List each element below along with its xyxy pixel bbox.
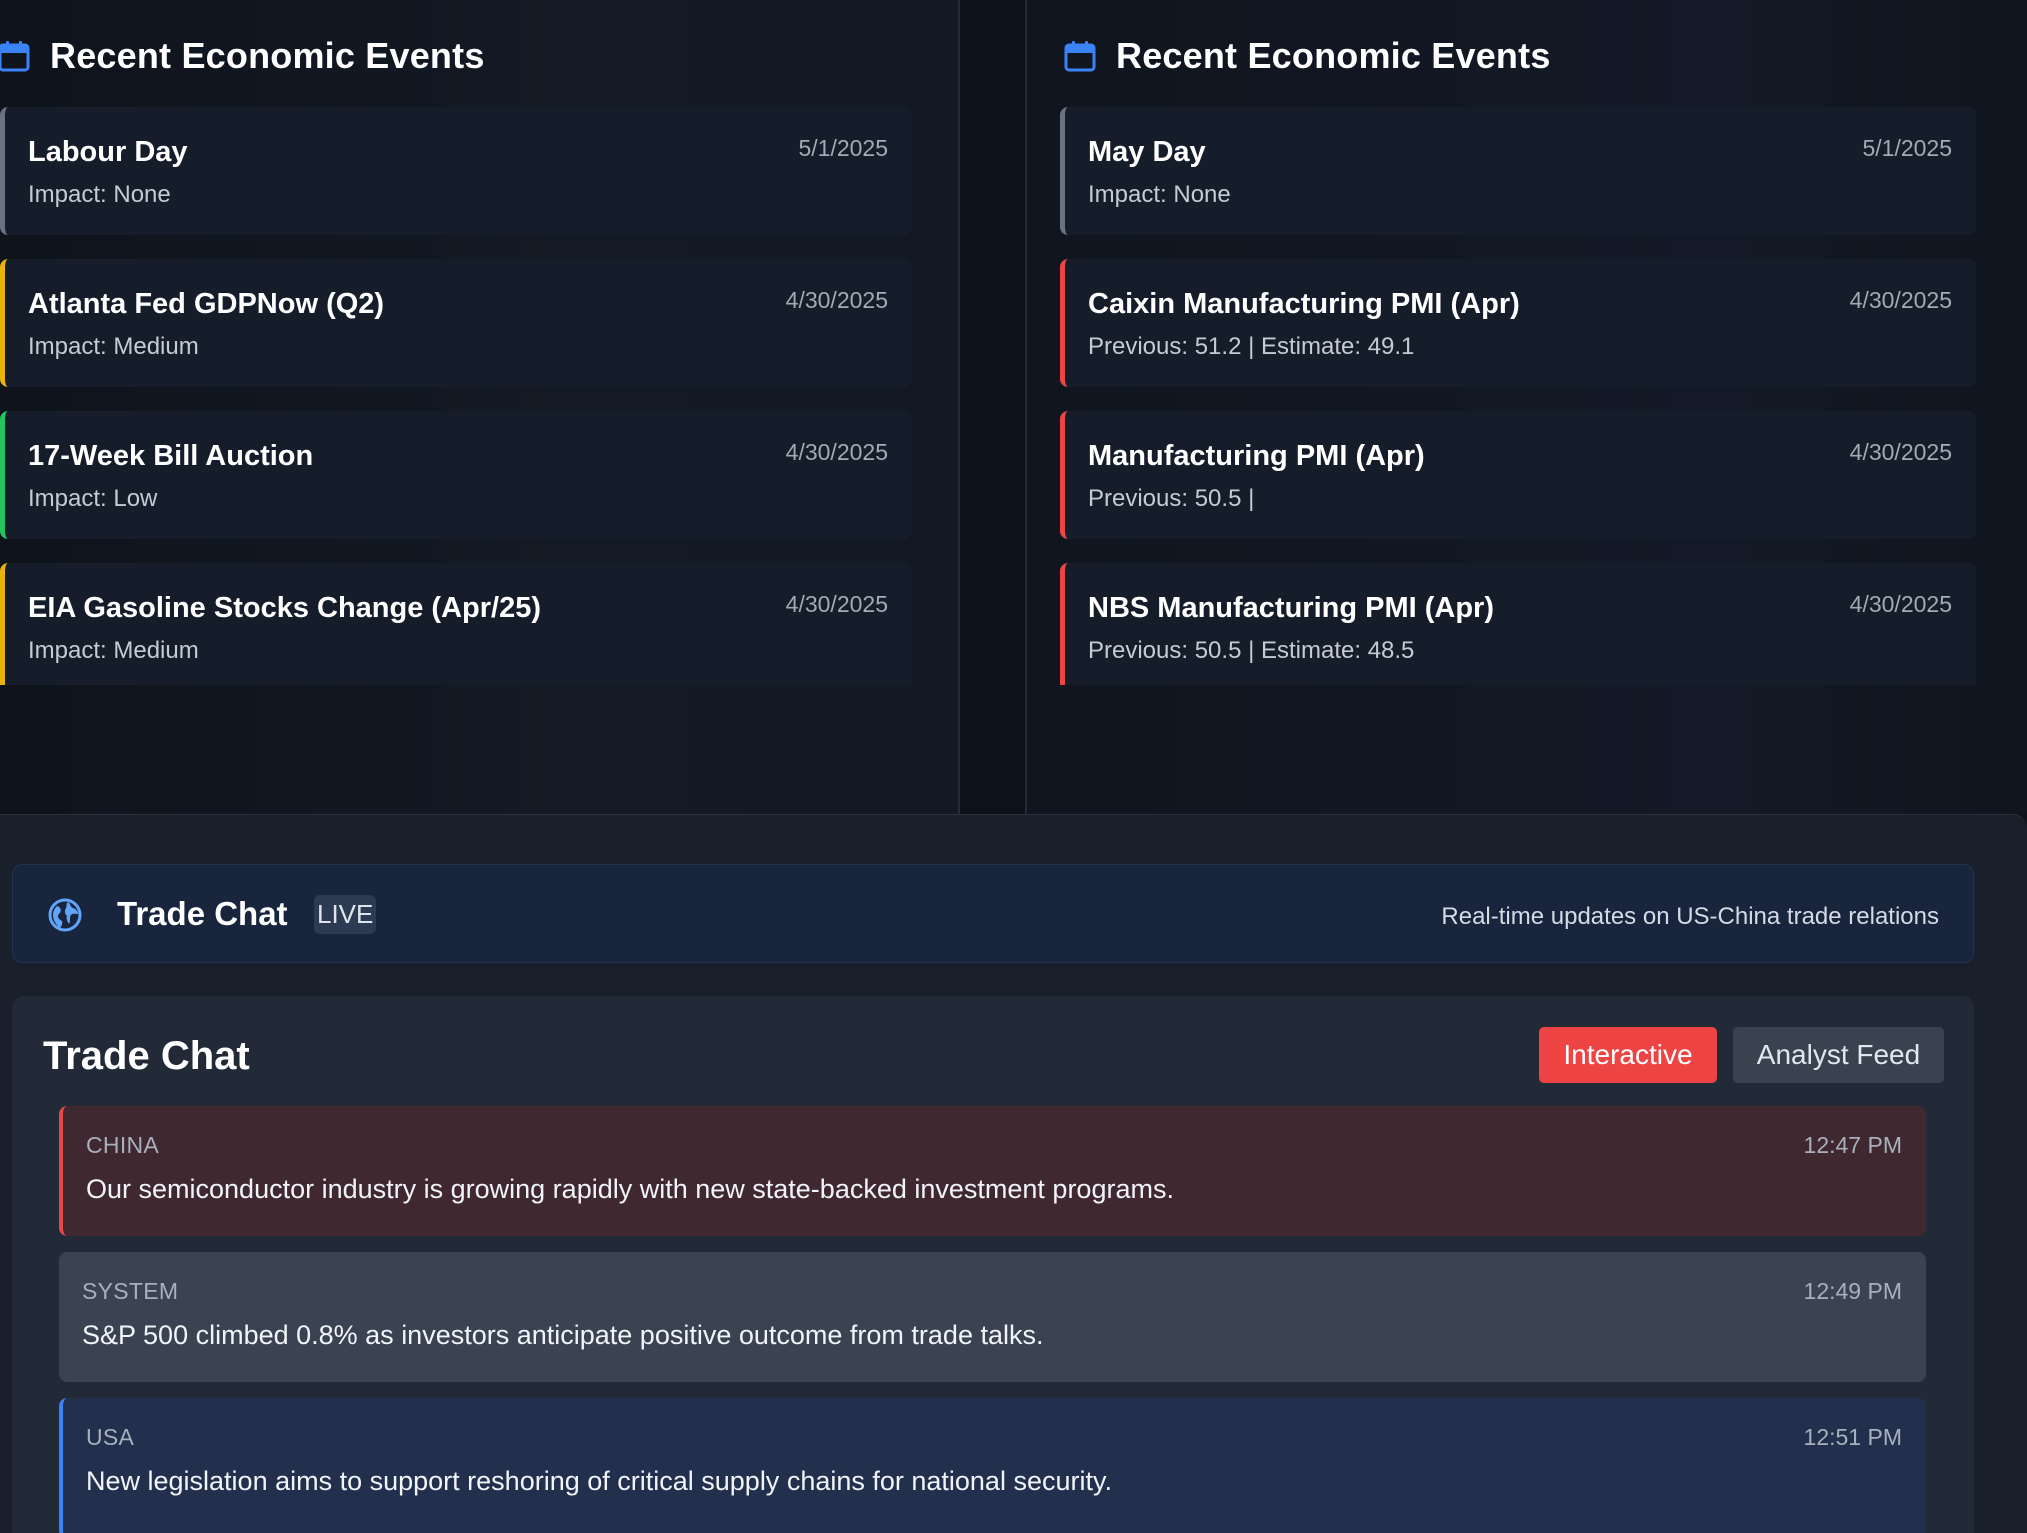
message-sender: USA: [86, 1424, 135, 1450]
event-date: 4/30/2025: [1849, 591, 1952, 617]
chat-message-china: CHINA 12:47 PM Our semiconductor industr…: [59, 1106, 1926, 1236]
right-panel-title: Recent Economic Events: [1116, 35, 1551, 76]
event-name: 17-Week Bill Auction: [28, 440, 314, 472]
event-name: EIA Gasoline Stocks Change (Apr/25): [28, 592, 541, 624]
globe-icon: [47, 897, 83, 933]
event-card[interactable]: Manufacturing PMI (Apr) Previous: 50.5 |…: [1060, 411, 1976, 539]
calendar-icon: [0, 40, 30, 72]
event-date: 4/30/2025: [1849, 439, 1952, 465]
trade-chat-section: Trade Chat LIVE Real-time updates on US-…: [0, 814, 2027, 1533]
event-detail: Previous: 50.5 |: [1088, 485, 1255, 512]
chat-message-usa: USA 12:51 PM New legislation aims to sup…: [59, 1398, 1926, 1533]
event-name: Caixin Manufacturing PMI (Apr): [1088, 288, 1520, 320]
event-name: Manufacturing PMI (Apr): [1088, 440, 1425, 472]
event-date: 5/1/2025: [798, 135, 888, 161]
tab-interactive[interactable]: Interactive: [1539, 1027, 1717, 1083]
message-time: 12:51 PM: [1803, 1424, 1902, 1450]
event-date: 4/30/2025: [785, 591, 888, 617]
event-card[interactable]: NBS Manufacturing PMI (Apr) Previous: 50…: [1060, 563, 1976, 685]
message-time: 12:47 PM: [1803, 1132, 1902, 1158]
event-detail: Impact: None: [1088, 181, 1231, 208]
message-text: New legislation aims to support reshorin…: [86, 1466, 1112, 1496]
event-date: 5/1/2025: [1862, 135, 1952, 161]
left-events-panel: Recent Economic Events Labour Day Impact…: [0, 0, 960, 814]
event-date: 4/30/2025: [785, 287, 888, 313]
chat-title: Trade Chat: [43, 1034, 250, 1078]
event-card[interactable]: Labour Day Impact: None 5/1/2025: [0, 107, 912, 235]
left-event-list: Labour Day Impact: None 5/1/2025 Atlanta…: [0, 107, 912, 709]
message-time: 12:49 PM: [1803, 1278, 1902, 1304]
trade-chat-box: Trade Chat Interactive Analyst Feed CHIN…: [12, 996, 1974, 1533]
event-name: NBS Manufacturing PMI (Apr): [1088, 592, 1494, 624]
right-events-panel: Recent Economic Events May Day Impact: N…: [1025, 0, 2027, 814]
banner-description: Real-time updates on US-China trade rela…: [1441, 903, 1939, 930]
event-card[interactable]: Caixin Manufacturing PMI (Apr) Previous:…: [1060, 259, 1976, 387]
panel-gutter: [962, 0, 1025, 814]
event-name: May Day: [1088, 136, 1206, 168]
message-sender: CHINA: [86, 1132, 160, 1158]
event-name: Labour Day: [28, 136, 188, 168]
left-panel-header: Recent Economic Events: [0, 34, 485, 78]
chat-message-system: SYSTEM 12:49 PM S&P 500 climbed 0.8% as …: [59, 1252, 1926, 1382]
event-impact: Impact: Medium: [28, 333, 199, 360]
event-impact: Impact: None: [28, 181, 171, 208]
trade-chat-banner: Trade Chat LIVE Real-time updates on US-…: [12, 864, 1974, 963]
event-card[interactable]: EIA Gasoline Stocks Change (Apr/25) Impa…: [0, 563, 912, 685]
event-detail: Previous: 50.5 | Estimate: 48.5: [1088, 637, 1415, 664]
event-card[interactable]: 17-Week Bill Auction Impact: Low 4/30/20…: [0, 411, 912, 539]
left-panel-title: Recent Economic Events: [50, 35, 485, 76]
message-sender: SYSTEM: [82, 1278, 179, 1304]
banner-title: Trade Chat: [117, 895, 288, 932]
message-text: Our semiconductor industry is growing ra…: [86, 1174, 1174, 1204]
event-detail: Previous: 51.2 | Estimate: 49.1: [1088, 333, 1415, 360]
live-badge: LIVE: [314, 895, 377, 934]
calendar-icon: [1064, 40, 1096, 72]
event-card[interactable]: Atlanta Fed GDPNow (Q2) Impact: Medium 4…: [0, 259, 912, 387]
message-text: S&P 500 climbed 0.8% as investors antici…: [82, 1320, 1044, 1350]
event-name: Atlanta Fed GDPNow (Q2): [28, 288, 385, 320]
right-panel-header: Recent Economic Events: [1064, 34, 1551, 78]
event-impact: Impact: Medium: [28, 637, 199, 664]
tab-analyst-feed[interactable]: Analyst Feed: [1733, 1027, 1944, 1083]
right-event-list: May Day Impact: None 5/1/2025 Caixin Man…: [1060, 107, 1976, 709]
event-date: 4/30/2025: [1849, 287, 1952, 313]
event-date: 4/30/2025: [785, 439, 888, 465]
event-impact: Impact: Low: [28, 485, 158, 512]
economic-events-area: Recent Economic Events Labour Day Impact…: [0, 0, 2027, 814]
event-card[interactable]: May Day Impact: None 5/1/2025: [1060, 107, 1976, 235]
